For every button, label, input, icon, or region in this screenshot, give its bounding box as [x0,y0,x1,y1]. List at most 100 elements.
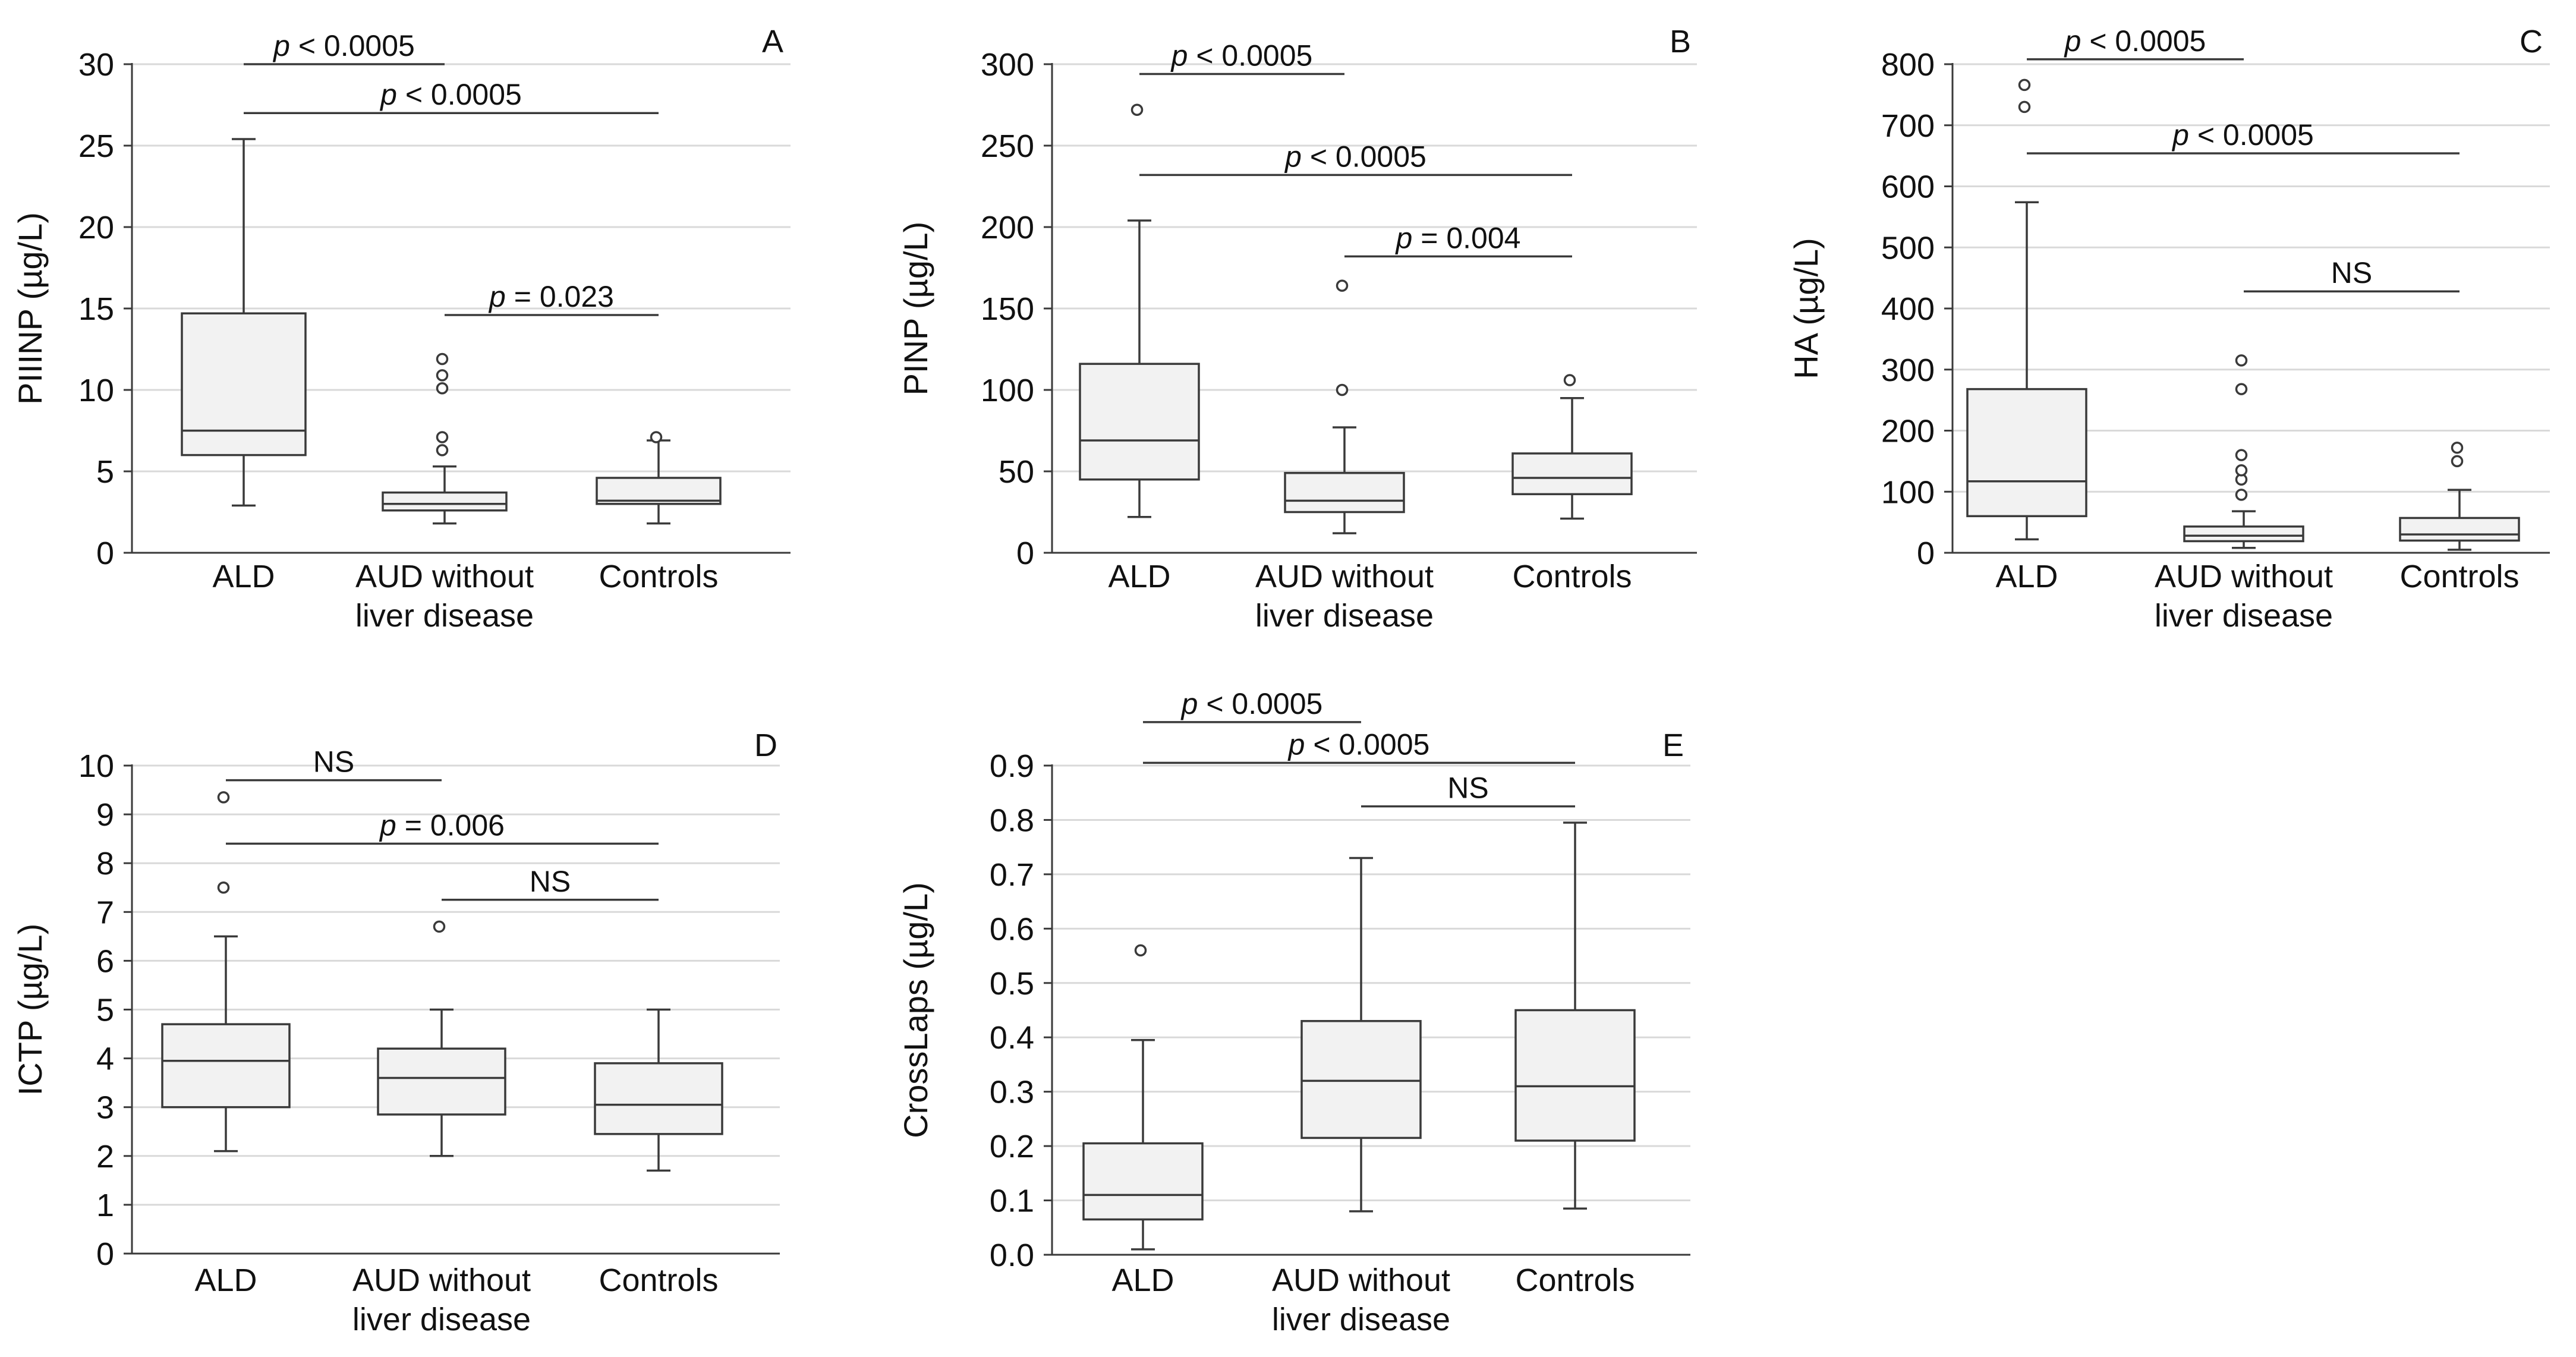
panel-d-y-tick-label: 4 [96,1041,114,1077]
panel-b-x-tick-label-line: ALD [1108,559,1170,594]
panel-c-y-tick-label: 0 [1917,536,1935,571]
panel-a-box-1 [181,138,307,507]
panel-b-y-axis-title: PINP (µg/L) [897,222,934,396]
panel-c-outlier-point [2235,354,2248,367]
panel-d-comparison-value: NS [530,865,571,898]
panel-c-outlier-point [2018,100,2031,114]
panel-e-comparison-p-symbol: p [1287,728,1305,761]
panel-c-x-tick-label-line: Controls [2399,559,2519,594]
panel-b-y-tick-label: 150 [981,291,1034,327]
panel-a-comparison: p = 0.023 [445,280,659,316]
panel-d-box-3 [594,1008,723,1172]
panel-c-x-tick-labels: ALD AUD without liver disease Controls [1995,559,2519,634]
panel-e-box-1 [1082,944,1204,1251]
panel-c-iqr-box [2399,517,2520,542]
panel-a-letter: A [762,24,783,59]
panel-b-comparison: p < 0.0005 [1139,140,1572,177]
panel-d-comparison-value: NS [313,745,354,779]
panel-d-x-tick-label-line: AUD without [352,1262,531,1298]
panel-a-x-tick-label-line: Controls [599,559,718,594]
panel-c-comparison-label: NS [2331,256,2372,289]
panel-c-comparison-value: NS [2331,256,2372,289]
panel-b-x-tick-label: Controls [1512,559,1632,594]
panel-b-iqr-box [1511,452,1633,496]
panel-a-iqr-box [596,477,722,505]
panel-a-y-tick-label: 10 [78,373,114,408]
panel-c-y-tick-label: 800 [1881,47,1935,83]
panel-e-y-tick-label: 0.8 [990,802,1034,838]
panel-e-comparison: p < 0.0005 [1143,687,1361,723]
panel-c-y-ticks: 0 100 200 300 400 500 600 700 800 [1881,47,1953,571]
panel-d-outlier-point [217,791,230,804]
panel-c-x-tick-label: ALD [1995,559,2058,594]
panel-b-letter: B [1670,24,1691,59]
panel-b-x-tick-label: ALD [1108,559,1170,594]
panel-d-y-tick-label: 0 [96,1236,114,1272]
panel-e-comparison-label: p < 0.0005 [1287,728,1430,761]
panel-e-y-tick-label: 0.9 [990,748,1034,784]
panel-b-comparison-value: < 0.0005 [1188,39,1312,72]
panel-d-box-2 [377,920,506,1157]
panel-c-box-1 [1966,78,2087,541]
panel-a: 0 5 10 15 20 25 30 PIIINP (µg/L) A ALD AUD without… [11,24,791,634]
panel-e-comparison-label: NS [1447,772,1488,805]
panel-c-comparison-label: p < 0.0005 [2171,118,2314,152]
panel-a-y-tick-label: 15 [78,291,114,327]
panel-c-y-tick-label: 400 [1881,291,1935,327]
panel-a-x-tick-label-line: liver disease [355,598,534,634]
panel-e: 0.0 0.1 0.2 0.3 0.4 0.5 0.6 0.7 0.8 0.9 CrossLaps … [897,687,1690,1337]
panel-c-outlier-point [2235,489,2248,501]
panel-b-y-tick-label: 0 [1016,536,1034,571]
panel-e-x-tick-label-line: AUD without [1272,1262,1450,1298]
panel-e-outlier-point [1134,944,1147,957]
panel-e-comparison-value: < 0.0005 [1305,728,1429,761]
panel-e-x-tick-label-line: Controls [1515,1262,1635,1298]
panel-e-comparison-label: p < 0.0005 [1180,687,1323,720]
panel-e-comparison: p < 0.0005 [1143,728,1575,764]
panel-c-comparison: p < 0.0005 [2027,24,2244,61]
panel-b-outlier-point [1563,374,1576,386]
panel-b-y-tick-label: 50 [999,454,1034,490]
panel-e-x-tick-label: ALD [1111,1262,1174,1298]
panel-e-y-axis-title: CrossLaps (µg/L) [897,882,934,1138]
panel-d-comparison-label: NS [313,745,354,779]
panel-d-x-tick-label-line: liver disease [352,1302,531,1337]
panel-c-x-tick-label-line: liver disease [2155,598,2333,634]
panel-d-outlier-point [217,881,230,894]
panel-a-iqr-box [382,491,508,512]
panel-e-y-tick-label: 0.6 [990,911,1034,947]
panel-d-y-tick-label: 1 [96,1188,114,1223]
panel-d-x-tick-labels: ALD AUD without liver disease Controls [194,1262,718,1337]
panel-e-y-tick-label: 0.7 [990,857,1034,893]
panel-a-comparison-value: = 0.023 [506,280,614,313]
panel-b-box-3 [1511,374,1633,520]
panel-e-comparison-value: < 0.0005 [1198,687,1322,720]
panel-c-outlier-point [2451,442,2464,454]
panel-d-x-tick-label-line: ALD [194,1262,257,1298]
panel-b-x-tick-labels: ALD AUD without liver disease Controls [1108,559,1632,634]
panel-c-outlier-point [2018,78,2031,92]
panel-a-x-tick-label-line: ALD [212,559,275,594]
panel-e-x-tick-label: Controls [1515,1262,1635,1298]
panel-d-iqr-box [594,1062,723,1135]
panel-d-iqr-box [161,1023,291,1109]
panel-c-comparison-label: p < 0.0005 [2064,24,2206,58]
panel-b-comparison-label: p < 0.0005 [1170,39,1313,72]
panel-e-iqr-box [1300,1020,1422,1139]
panel-b-y-tick-label: 300 [981,47,1034,83]
panel-a-outlier-point [436,382,449,395]
panel-c-x-tick-label: Controls [2399,559,2519,594]
panel-b-comparison: p = 0.004 [1344,221,1572,258]
panel-b-y-ticks: 0 50 100 150 200 250 300 [981,47,1052,571]
panel-b-comparison-label: p < 0.0005 [1284,140,1426,173]
panel-c-iqr-box [2183,525,2304,543]
panel-c-comparison-value: < 0.0005 [2081,24,2206,58]
panel-a-outlier-point [436,369,449,382]
panel-b-iqr-box [1079,363,1200,481]
panel-c-box-2 [2183,354,2304,549]
panel-c-comparison-p-symbol: p [2171,118,2189,152]
panel-c-comparison-p-symbol: p [2064,24,2081,58]
panel-a-comparison-value: < 0.0005 [290,29,415,62]
panel-a-x-tick-label: AUD without liver disease [355,559,534,634]
